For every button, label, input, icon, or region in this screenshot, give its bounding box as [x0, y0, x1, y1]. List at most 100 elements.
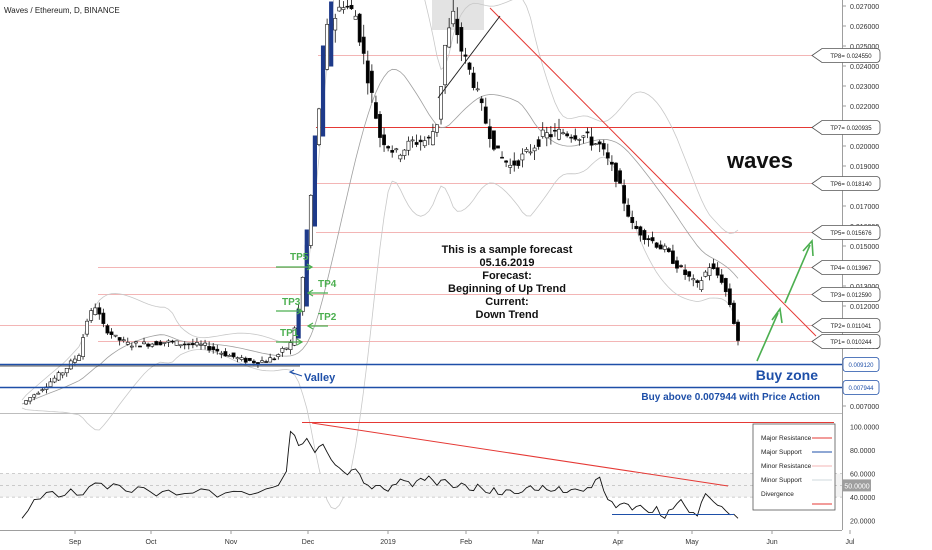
- legend-entry-label: Minor Support: [761, 477, 802, 484]
- candle-up: [195, 342, 199, 346]
- candle-up: [435, 124, 439, 133]
- candle-up: [475, 88, 480, 91]
- candle-down: [585, 131, 590, 134]
- forecast-annotation: This is a sample forecast05.16.2019Forec…: [442, 244, 573, 321]
- candle-up: [557, 128, 561, 140]
- valley-arrow: [288, 369, 303, 377]
- candle-breakout: [296, 309, 301, 339]
- candle-up: [52, 377, 57, 383]
- support-price-box: [842, 357, 880, 372]
- candle-up: [93, 307, 98, 315]
- candle-down: [553, 129, 557, 132]
- candle-down: [365, 60, 370, 84]
- candle-down: [101, 312, 106, 324]
- candle-down: [536, 139, 541, 147]
- rsi-tick-label: 80.0000: [850, 448, 875, 455]
- candle-down: [105, 325, 110, 334]
- candle-up: [353, 15, 358, 20]
- candle-up: [691, 278, 696, 281]
- candle-down: [715, 267, 720, 276]
- candle-down: [138, 345, 142, 348]
- candle-down: [654, 242, 659, 248]
- candle-breakout: [312, 135, 318, 227]
- candle-up: [508, 164, 513, 168]
- annotation-line: Beginning of Up Trend: [448, 283, 566, 295]
- candle-up: [32, 394, 37, 398]
- candle-up: [268, 357, 273, 363]
- candle-down: [565, 133, 570, 137]
- candle-up: [451, 10, 456, 25]
- candle-down: [463, 54, 468, 57]
- candle-up: [178, 344, 183, 347]
- annotation-line: 05.16.2019: [479, 257, 534, 269]
- candle-down: [479, 98, 484, 104]
- target-level-box: [811, 176, 881, 191]
- candle-down: [548, 134, 553, 138]
- candle-down: [500, 156, 504, 159]
- price-tick-label: 0.012000: [850, 304, 879, 311]
- candle-down: [683, 269, 688, 276]
- candle-up: [300, 277, 305, 312]
- candle-down: [687, 271, 692, 277]
- candle-up: [89, 310, 94, 321]
- candle-down: [487, 126, 492, 140]
- candle-up: [56, 372, 61, 381]
- price-tick-label: 0.026000: [850, 24, 879, 31]
- annotation-line: Forecast:: [482, 270, 532, 282]
- candle-down: [719, 274, 724, 283]
- candle-down: [459, 27, 464, 52]
- candle-down: [646, 238, 651, 241]
- rsi-panel: 100.0000 80.0000 60.0000 50.0000 40.0000 20.0…: [0, 425, 879, 526]
- candle-down: [504, 160, 509, 163]
- target-level-label: TP1= 0.010244: [830, 340, 872, 346]
- candle-down: [97, 307, 102, 315]
- buy-above-label: Buy above 0.007944 with Price Action: [641, 392, 820, 403]
- target-level-box: [811, 120, 881, 135]
- candle-up: [142, 341, 146, 345]
- tp-marker-arrowhead: [296, 307, 304, 315]
- rsi-tick-label: 60.0000: [850, 472, 875, 479]
- candle-down: [622, 185, 626, 204]
- candle-down: [483, 106, 488, 124]
- tp-marker-arrowhead: [296, 338, 304, 346]
- buy-zone-label: Buy zone: [756, 367, 818, 383]
- candle-up: [48, 381, 53, 387]
- candle-up: [125, 341, 130, 345]
- price-tick-label: 0.015000: [850, 244, 879, 251]
- bollinger-upper: [21, 0, 739, 401]
- candle-up: [121, 339, 126, 342]
- candle-down: [223, 351, 228, 357]
- price-tick-label: 0.017000: [850, 204, 879, 211]
- candle-down: [357, 13, 362, 43]
- candle-up: [394, 148, 399, 151]
- rsi-line: [21, 430, 739, 519]
- candle-down: [626, 204, 631, 217]
- legend-entry-label: Major Resistance: [761, 435, 812, 442]
- candle-breakout: [329, 1, 334, 67]
- tp-markers: TP1 TP2 TP3 TP4 TP5: [276, 252, 337, 346]
- candle-down: [146, 343, 151, 347]
- candle-down: [638, 226, 643, 236]
- candle-down: [727, 288, 732, 306]
- support-price-box: [842, 380, 880, 395]
- target-level-label: TP4= 0.013967: [830, 266, 872, 272]
- candle-down: [679, 265, 683, 267]
- price-tick-label: 0.022000: [850, 104, 879, 111]
- candle-up: [227, 355, 232, 357]
- target-level-label: TP7= 0.020935: [830, 126, 872, 132]
- forecast-arrow-1: [756, 312, 779, 362]
- tp-marker-label: TP1: [280, 328, 299, 339]
- annotation-line: Down Trend: [476, 309, 539, 321]
- candle-up: [64, 368, 69, 374]
- rsi-tick-label: 100.0000: [850, 425, 879, 432]
- candle-down: [467, 62, 472, 70]
- price-tick-label: 0.023000: [850, 84, 879, 91]
- target-level-label: TP2= 0.011041: [831, 324, 872, 330]
- candle-down: [182, 343, 187, 346]
- candle-up: [447, 27, 452, 48]
- candle-down: [471, 72, 476, 89]
- candle-down: [243, 357, 248, 363]
- candle-up: [410, 139, 415, 142]
- price-axis-ticks: 0.027000 0.026000 0.025000 0.024000 0.023000…: [842, 4, 879, 411]
